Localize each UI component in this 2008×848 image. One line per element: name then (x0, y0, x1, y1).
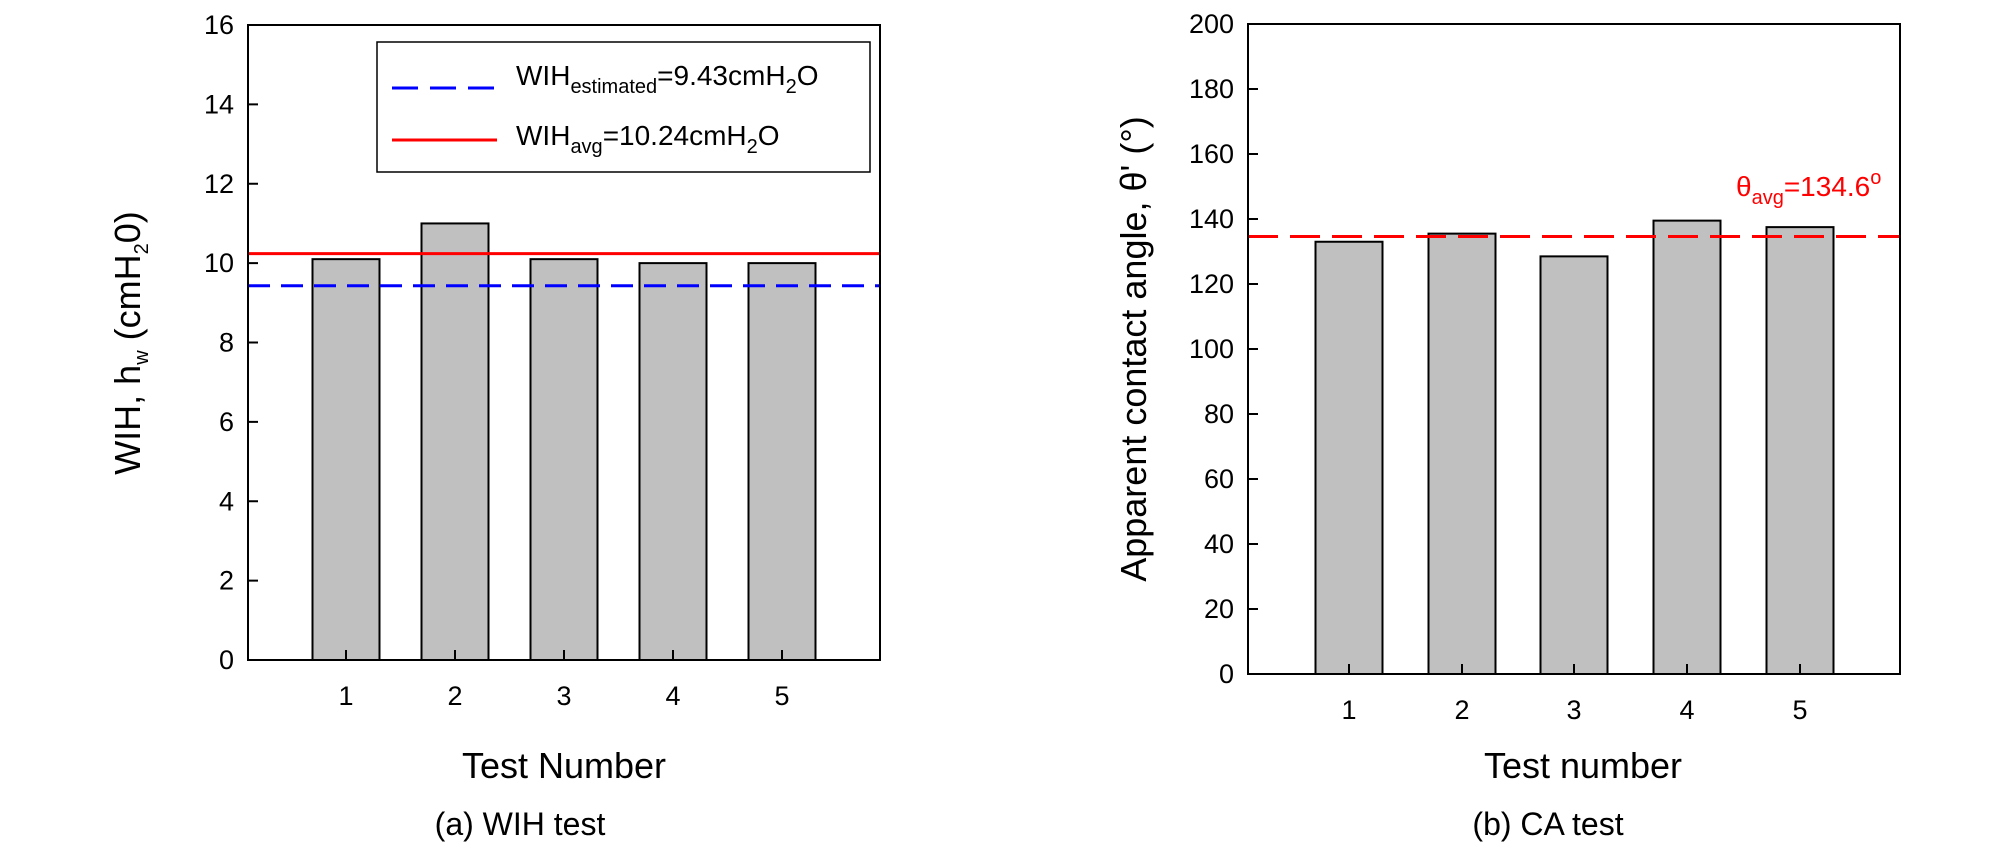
y-tick-label-b: 140 (1189, 204, 1234, 234)
legend-box (376, 41, 871, 173)
bar-b-1 (1314, 240, 1384, 675)
y-tick-label-b: 20 (1204, 594, 1234, 624)
y-tick-label-b: 120 (1189, 269, 1234, 299)
bar-b-5 (1765, 226, 1835, 675)
x-ticks-b: 1 2 3 4 5 (1341, 664, 1808, 725)
bar-b-2 (1427, 232, 1497, 675)
y-tick-label-a: 16 (204, 10, 234, 40)
y-tick-label-a: 4 (219, 486, 234, 516)
x-tick-label-a: 5 (774, 681, 789, 711)
bar-a-1 (311, 258, 381, 661)
y-ticks-a: 0 2 4 6 8 10 12 14 16 (204, 10, 258, 675)
bar-a-4 (638, 262, 708, 661)
y-axis-title-a: WIH, hw (cmH20) (107, 211, 153, 475)
y-tick-label-a: 6 (219, 407, 234, 437)
y-tick-label-a: 8 (219, 328, 234, 358)
x-tick-label-a: 1 (338, 681, 353, 711)
y-axis-title-b: Apparent contact angle, θ' (°) (1113, 116, 1154, 582)
x-tick-label-b: 4 (1679, 695, 1694, 725)
legend-label-average: WIHavg=10.24cmH2O (516, 120, 780, 158)
bars-b (1314, 219, 1835, 675)
caption-b: (b) CA test (1472, 806, 1623, 842)
chart-b: 0 20 40 60 80 100 120 140 160 180 200 1 2 3 4 5 θavg=1… (1113, 9, 1901, 842)
y-tick-label-b: 0 (1219, 659, 1234, 689)
y-tick-label-b: 60 (1204, 464, 1234, 494)
bar-a-2 (420, 222, 490, 661)
x-tick-label-a: 3 (556, 681, 571, 711)
bar-a-3 (529, 258, 599, 661)
y-ticks-b: 0 20 40 60 80 100 120 140 160 180 200 (1189, 9, 1258, 689)
x-tick-label-b: 5 (1792, 695, 1807, 725)
x-tick-label-b: 1 (1341, 695, 1356, 725)
y-tick-label-b: 200 (1189, 9, 1234, 39)
x-tick-label-a: 2 (447, 681, 462, 711)
x-tick-label-b: 3 (1566, 695, 1581, 725)
legend-label-estimated: WIHestimated=9.43cmH2O (516, 60, 818, 98)
y-tick-label-b: 80 (1204, 399, 1234, 429)
x-axis-title-b: Test number (1484, 745, 1682, 786)
x-ticks-a: 1 2 3 4 5 (338, 650, 790, 711)
y-tick-label-a: 0 (219, 645, 234, 675)
y-tick-label-b: 160 (1189, 139, 1234, 169)
x-tick-label-b: 2 (1454, 695, 1469, 725)
legend-a: WIHestimated=9.43cmH2O WIHavg=10.24cmH2O (376, 41, 871, 173)
bar-b-3 (1539, 255, 1609, 675)
caption-a: (a) WIH test (435, 806, 606, 842)
y-tick-label-a: 14 (204, 89, 234, 119)
y-tick-label-b: 180 (1189, 74, 1234, 104)
x-axis-title-a: Test Number (462, 745, 666, 786)
y-tick-label-b: 40 (1204, 529, 1234, 559)
y-tick-label-a: 10 (204, 248, 234, 278)
y-tick-label-a: 2 (219, 566, 234, 596)
average-annotation-b: θavg=134.6o (1736, 167, 1881, 209)
reference-lines-a (248, 252, 880, 288)
y-tick-label-a: 12 (204, 169, 234, 199)
bar-a-5 (747, 262, 817, 661)
bar-b-4 (1652, 219, 1722, 675)
x-tick-label-a: 4 (665, 681, 680, 711)
y-tick-label-b: 100 (1189, 334, 1234, 364)
bars-a (311, 222, 817, 661)
